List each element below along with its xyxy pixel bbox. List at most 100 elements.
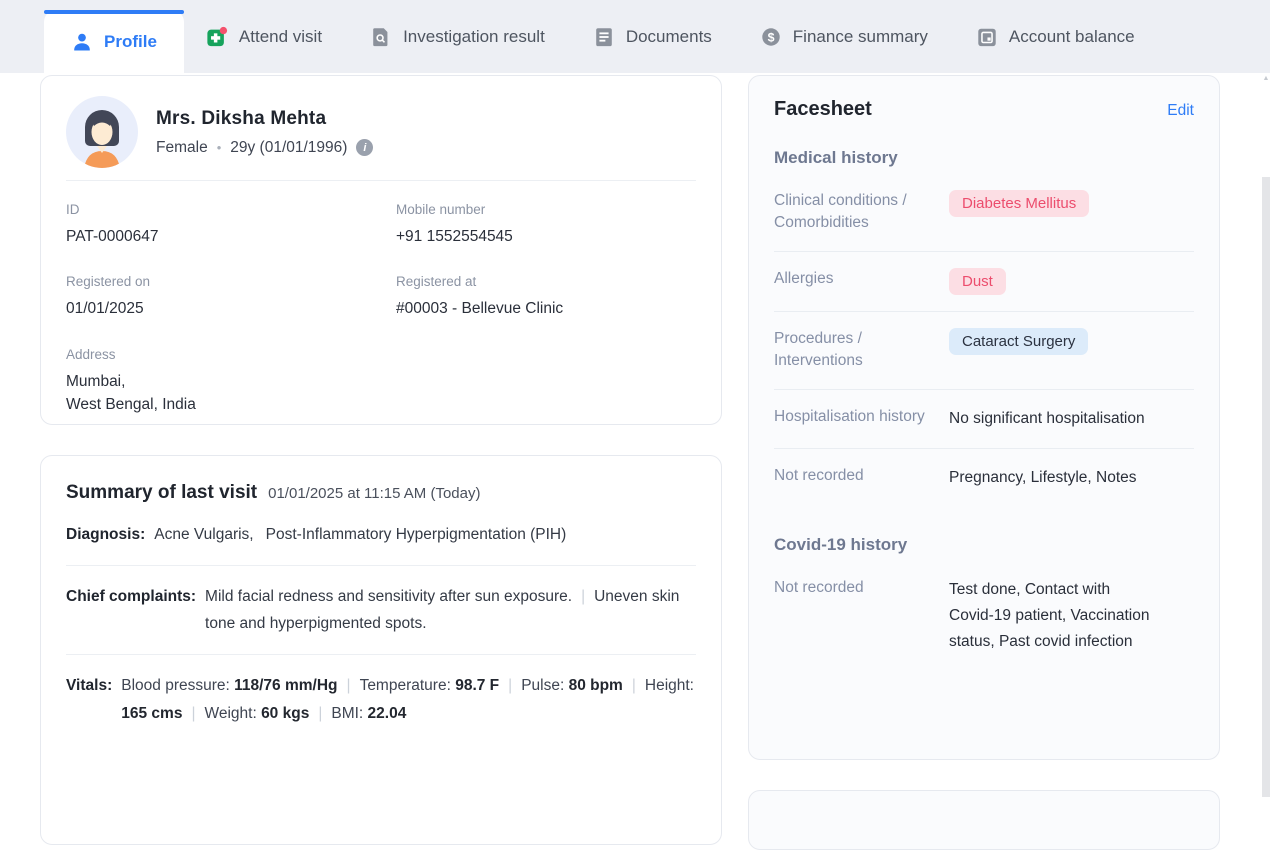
- next-card-partial: [748, 790, 1220, 850]
- tab-investigation-result[interactable]: Investigation result: [370, 0, 545, 73]
- tab-documents[interactable]: Documents: [593, 0, 712, 73]
- patient-info-card: Mrs. Diksha Mehta Female • 29y (01/01/19…: [40, 75, 722, 425]
- chief-complaint-item: Mild facial redness and sensitivity afte…: [205, 588, 573, 606]
- last-visit-card: Summary of last visit 01/01/2025 at 11:1…: [40, 455, 722, 845]
- field-id: ID PAT-0000647: [66, 202, 396, 248]
- separator-dot: •: [216, 140, 222, 155]
- facesheet-card: Facesheet Edit Medical history Clinical c…: [748, 75, 1220, 760]
- vital-item: Blood pressure: 118/76 mm/Hg: [121, 677, 337, 694]
- vital-item: BMI: 22.04: [331, 705, 406, 722]
- vital-value: 98.7 F: [455, 677, 500, 695]
- vital-item: Temperature: 98.7 F: [360, 677, 500, 694]
- facesheet-row-text: No significant hospitalisation: [949, 409, 1145, 427]
- tab-label: Documents: [625, 26, 712, 46]
- vital-label: Blood pressure:: [121, 677, 235, 695]
- facesheet-row: Not recorded Pregnancy, Lifestyle, Notes: [774, 449, 1194, 507]
- tab-finance-summary[interactable]: $ Finance summary: [760, 0, 928, 73]
- vital-label: BMI:: [331, 704, 368, 722]
- tab-label: Profile: [104, 31, 157, 51]
- edit-link[interactable]: Edit: [1167, 102, 1194, 119]
- diagnosis-row: Diagnosis: Acne Vulgaris, Post-Inflammat…: [66, 504, 696, 565]
- facesheet-row: Allergies Dust: [774, 252, 1194, 312]
- section-rows: Not recorded Test done, Contact with Covi…: [774, 561, 1194, 672]
- tab-label: Attend visit: [238, 26, 323, 46]
- vital-value: 22.04: [367, 704, 407, 722]
- facesheet-row: Not recorded Test done, Contact with Covi…: [774, 561, 1194, 672]
- facesheet-row-value: Diabetes Mellitus: [949, 190, 1194, 235]
- section-rows: Clinical conditions / Comorbidities Diabe…: [774, 174, 1194, 508]
- scrollbar-thumb[interactable]: [1262, 177, 1270, 797]
- facesheet-row-label: Not recorded: [774, 467, 864, 485]
- tag-chip: Cataract Surgery: [949, 327, 1089, 355]
- diagnosis-value: Acne Vulgaris, Post-Inflammatory Hyperpi…: [154, 526, 567, 543]
- vitals-values: Blood pressure: 118/76 mm/Hg | Temperature…: [121, 672, 696, 726]
- facesheet-row-label: Clinical conditions / Comorbidities: [774, 192, 907, 232]
- field-registered-on: Registered on 01/01/2025: [66, 274, 396, 320]
- patient-name: Mrs. Diksha Mehta: [156, 107, 327, 129]
- facesheet-row-value: No significant hospitalisation: [949, 406, 1194, 432]
- patient-titles: Mrs. Diksha Mehta Female • 29y (01/01/19…: [156, 107, 374, 157]
- facesheet-row-value: Cataract Surgery: [949, 327, 1194, 373]
- facesheet-header: Facesheet Edit: [774, 98, 1194, 121]
- vitals-label: Vitals:: [66, 677, 113, 695]
- facesheet-row: Procedures / Interventions Cataract Surge…: [774, 312, 1194, 390]
- chief-complaints-value: Mild facial redness and sensitivity afte…: [205, 583, 696, 637]
- tab-account-balance[interactable]: Account balance: [976, 0, 1135, 73]
- vital-value: 165 cms: [121, 704, 183, 722]
- tab-profile[interactable]: Profile: [44, 10, 184, 73]
- dollar-circle-icon: $: [760, 26, 782, 48]
- field-label: Mobile number: [396, 202, 486, 217]
- value-separator: |: [631, 677, 636, 695]
- facesheet-row-label: Allergies: [774, 269, 834, 287]
- facesheet-row-label: Not recorded: [774, 578, 864, 596]
- patient-gender: Female: [156, 138, 208, 156]
- facesheet-row-value: Dust: [949, 267, 1194, 295]
- vital-value: 80 bpm: [568, 677, 623, 695]
- value-separator: |: [346, 677, 351, 695]
- visit-datetime: 01/01/2025 at 11:15 AM (Today): [268, 485, 481, 502]
- vital-value: 60 kgs: [261, 704, 310, 722]
- vital-label: Weight:: [204, 704, 262, 722]
- patient-avatar: [66, 96, 138, 168]
- facesheet-body: Medical history Clinical conditions / Com…: [774, 148, 1194, 672]
- visit-header: Summary of last visit 01/01/2025 at 11:1…: [66, 482, 696, 504]
- svg-text:$: $: [767, 30, 774, 44]
- tab-attend-visit[interactable]: Attend visit: [206, 0, 322, 73]
- vital-label: Height:: [644, 677, 694, 695]
- tag-chip: Dust: [949, 267, 1006, 295]
- info-icon[interactable]: i: [356, 139, 374, 156]
- facesheet-row-text: Test done, Contact with Covid-19 patient…: [949, 580, 1150, 651]
- field-label: Address: [66, 346, 116, 362]
- chief-complaints-label: Chief complaints:: [66, 588, 197, 606]
- diagnosis-label: Diagnosis:: [66, 526, 146, 543]
- patient-subline: Female • 29y (01/01/1996) i: [156, 138, 374, 157]
- doc-search-icon: [370, 26, 392, 48]
- field-registered-at: Registered at #00003 - Bellevue Clinic: [396, 274, 696, 320]
- facesheet-row-value: Test done, Contact with Covid-19 patient…: [949, 577, 1194, 656]
- vital-label: Temperature:: [359, 677, 456, 695]
- scrollbar[interactable]: ▲: [1262, 73, 1270, 808]
- value-separator: |: [191, 704, 196, 722]
- vital-item: Weight: 60 kgs: [204, 705, 309, 722]
- divider: [66, 180, 696, 181]
- tab-label: Account balance: [1008, 26, 1135, 46]
- field-address: Address Mumbai, West Bengal, India: [66, 347, 396, 417]
- facesheet-row-label: Procedures / Interventions: [774, 329, 863, 370]
- facesheet-title: Facesheet: [774, 98, 872, 120]
- tab-bar: Profile Attend visit Investigation result D…: [0, 0, 1270, 73]
- value-separator: |: [581, 588, 586, 606]
- facesheet-row-text: Pregnancy, Lifestyle, Notes: [949, 469, 1137, 487]
- value-separator: |: [318, 704, 323, 722]
- section-heading-covid-19-history: Covid-19 history: [774, 534, 908, 554]
- field-label: Registered on: [66, 274, 151, 290]
- field-value: +91 1552554545: [396, 228, 513, 245]
- facesheet-row-value: Pregnancy, Lifestyle, Notes: [949, 465, 1194, 491]
- card-icon: [976, 26, 998, 48]
- tag-chip: Diabetes Mellitus: [949, 190, 1090, 217]
- doc-lines-icon: [593, 26, 615, 48]
- facesheet-row: Clinical conditions / Comorbidities Diabe…: [774, 174, 1194, 252]
- scroll-up-icon[interactable]: ▲: [1262, 75, 1270, 82]
- address-line2: West Bengal, India: [66, 395, 196, 413]
- facesheet-row: Hospitalisation history No significant ho…: [774, 390, 1194, 450]
